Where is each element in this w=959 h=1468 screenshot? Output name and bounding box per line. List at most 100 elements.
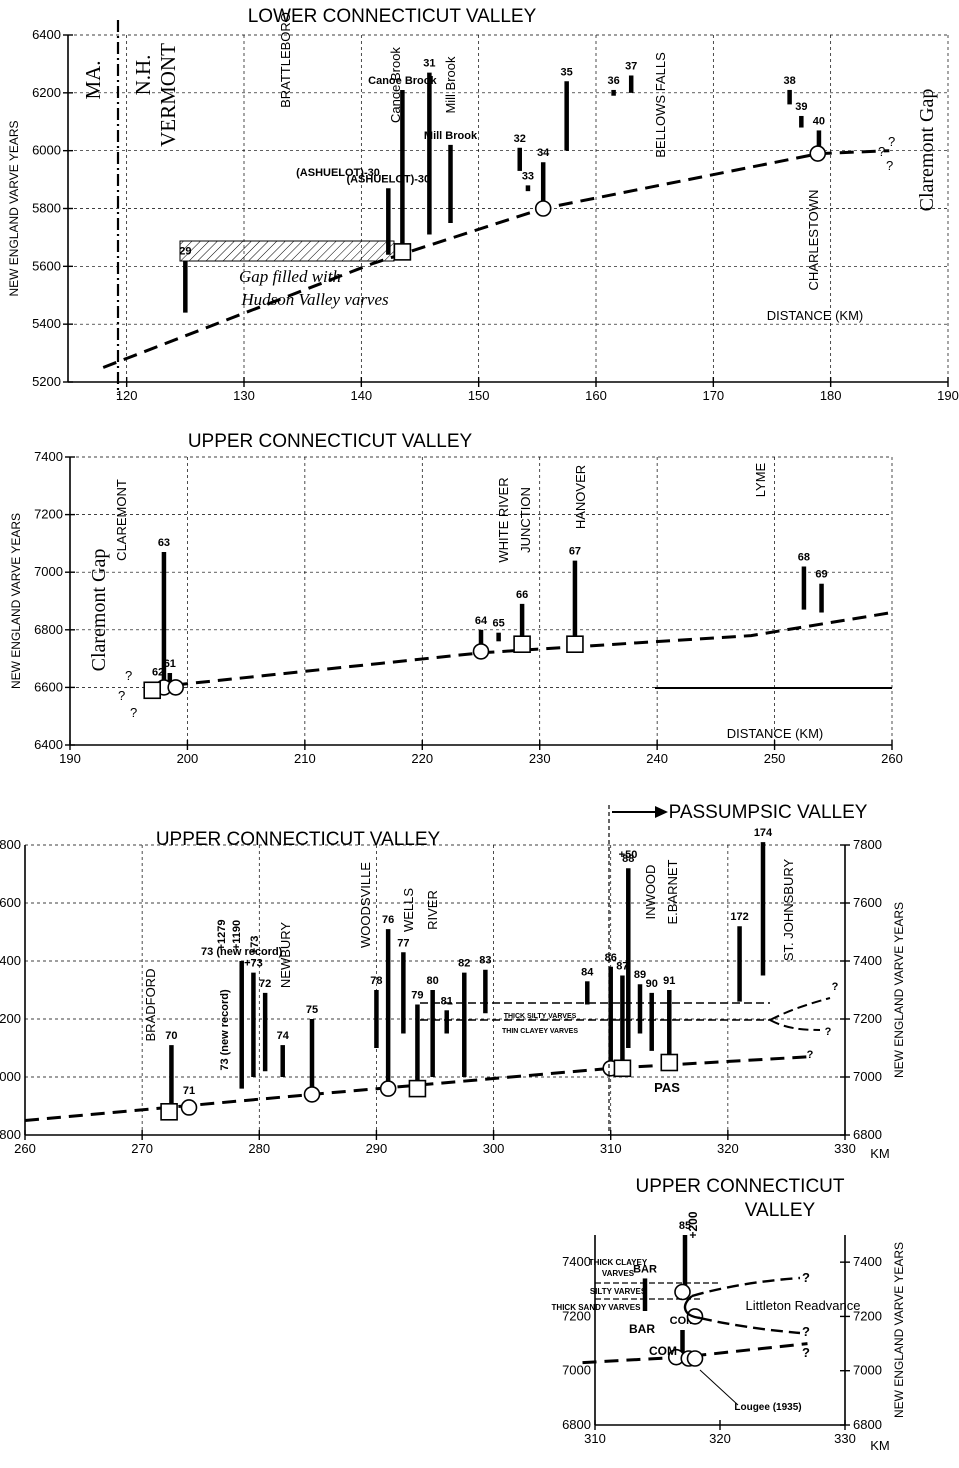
place-label: HANOVER: [573, 465, 588, 529]
annotation: Littleton Readvance: [746, 1298, 861, 1313]
annotation: ?: [802, 1345, 810, 1360]
upper-connecticut-panel-1: UPPER CONNECTICUT VALLEY 6400 6600 6800 7000…: [9, 431, 903, 766]
site-label: 65: [492, 618, 504, 630]
annotation: PAS: [654, 1080, 680, 1095]
readvance-lower-line: [699, 1316, 801, 1335]
square-marker: [566, 635, 584, 654]
x-axis-label: DISTANCE (KM): [727, 726, 824, 741]
y-axis-label: NEW ENGLAND VARVE YEARS: [892, 1242, 906, 1418]
place-label: Claremont Gap: [88, 549, 110, 672]
x-tick-label: 260: [881, 751, 903, 766]
x-tick-label: 280: [248, 1141, 270, 1156]
y-tick-label: 7600: [853, 895, 882, 910]
x-tick-label: 250: [764, 751, 786, 766]
annotation: BAR: [629, 1322, 655, 1336]
panel-title: UPPER CONNECTICUT VALLEY: [156, 829, 441, 850]
question-mark: ?: [886, 158, 893, 173]
site-label: 76: [382, 914, 394, 926]
panel-title: UPPER CONNECTICUT VALLEY: [188, 431, 473, 452]
y-tick-label-left: 7200: [562, 1308, 591, 1323]
y-tick-label-left: 6800: [0, 1127, 21, 1142]
upper-connecticut-passumpsic-panel: UPPER CONNECTICUT VALLEY PASSUMPSIC VALLE…: [0, 802, 906, 1161]
panel-subtitle: PASSUMPSIC VALLEY: [669, 802, 868, 823]
y-tick-label: 6600: [34, 679, 63, 694]
circle-marker: [534, 200, 552, 217]
annotation: COM: [649, 1344, 677, 1358]
site-label: 67: [569, 546, 581, 558]
site-label: 172: [730, 911, 748, 923]
place-label: WELLS: [401, 888, 416, 932]
annotation: THIN CLAYEY VARVES: [502, 1028, 578, 1035]
x-tick-label: 170: [702, 388, 724, 403]
circle-marker: [686, 1350, 704, 1367]
y-tick-label: 6800: [34, 622, 63, 637]
site-label: BAR: [633, 1263, 657, 1275]
site-label: 37: [625, 60, 637, 72]
x-tick-label: 230: [529, 751, 551, 766]
panel-title: UPPER CONNECTICUT: [635, 1176, 844, 1197]
y-tick-label-left: 7800: [0, 837, 21, 852]
x-tick-label: 290: [366, 1141, 388, 1156]
x-tick-label: 320: [709, 1431, 731, 1446]
site-label: 38: [783, 75, 795, 87]
circle-marker: [472, 643, 490, 660]
x-tick-label: 160: [585, 388, 607, 403]
x-tick-label: 150: [468, 388, 490, 403]
square-marker: [160, 1103, 178, 1121]
y-axis-label: NEW ENGLAND VARVE YEARS: [892, 902, 906, 1078]
place-label: Claremont Gap: [916, 89, 938, 212]
annotation: THICK SILTY VARVES: [504, 1013, 577, 1020]
y-tick-label: 7200: [853, 1308, 882, 1323]
place-label: CLAREMONT: [114, 479, 129, 561]
square-marker: [613, 1059, 632, 1078]
y-tick-label: 6200: [32, 85, 61, 100]
y-tick-label: 7200: [853, 1011, 882, 1026]
annotation: ?: [807, 1049, 814, 1061]
gap-hatched-box: [179, 240, 395, 262]
site-label: 64: [475, 615, 488, 627]
place-label: JUNCTION: [518, 487, 533, 553]
site-label: 75: [306, 1004, 318, 1016]
place-label: Mill Brook: [443, 56, 458, 114]
site-label: 82: [458, 958, 470, 970]
site-label: 83: [479, 955, 491, 967]
y-tick-label: 7200: [34, 507, 63, 522]
x-tick-label: 310: [584, 1431, 606, 1446]
site-label: Mill Brook: [424, 130, 478, 142]
x-tick-label: 180: [820, 388, 842, 403]
x-tick-label: 320: [717, 1141, 739, 1156]
x-tick-label: 220: [411, 751, 433, 766]
y-axis-label: NEW ENGLAND VARVE YEARS: [9, 513, 23, 689]
y-tick-label: 6800: [853, 1127, 882, 1142]
annotation: THICK CLAYEY: [589, 1258, 648, 1267]
site-label: 70: [165, 1030, 177, 1042]
question-mark: ?: [118, 688, 125, 703]
annotation: Gap filled with: [239, 267, 341, 286]
readvance-upper-line: [769, 997, 831, 1021]
readvance-upper-line: [691, 1276, 801, 1298]
annotation: ?: [802, 1270, 810, 1285]
annotation: ?: [832, 981, 839, 993]
site-label: 34: [537, 147, 550, 159]
question-mark: ?: [888, 134, 895, 149]
y-tick-label: 6800: [853, 1417, 882, 1432]
place-label: WOODSVILLE: [358, 862, 373, 948]
annotation: 73 (new record): [219, 989, 231, 1071]
readvance-hook: [683, 1295, 701, 1320]
annotation: +73: [249, 936, 261, 955]
site-label: 79: [411, 990, 423, 1002]
place-label: INWOOD: [643, 865, 658, 920]
annotation: (ASHUELOT)-30: [296, 167, 380, 179]
x-tick-label: 300: [483, 1141, 505, 1156]
place-label: LYME: [753, 462, 768, 497]
y-tick-label-left: 7000: [0, 1069, 21, 1084]
site-label: 62: [152, 667, 164, 679]
site-label: Canoe Brook: [368, 75, 437, 87]
annotation: +200: [686, 1211, 700, 1238]
y-tick-label: 7800: [853, 837, 882, 852]
x-tick-label: 130: [233, 388, 255, 403]
y-tick-label: 7400: [853, 1254, 882, 1269]
place-label: WHITE RIVER: [496, 477, 511, 562]
site-label: 33: [522, 170, 534, 182]
annotation: +50: [619, 849, 638, 861]
